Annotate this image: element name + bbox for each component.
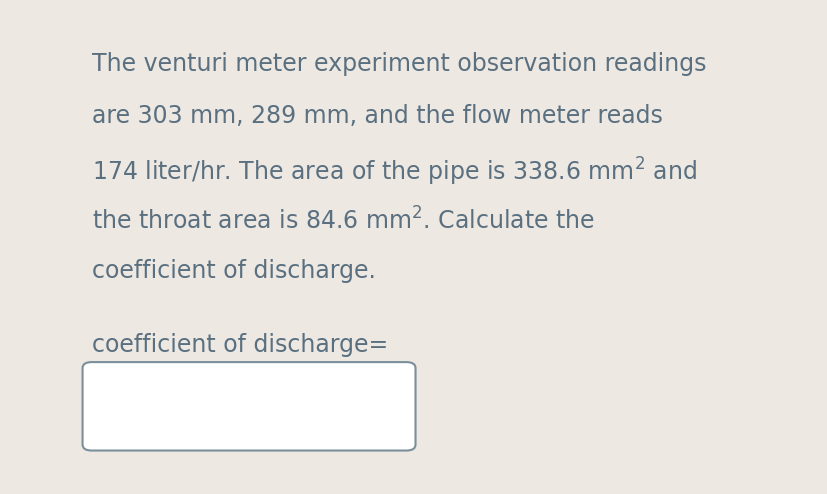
Text: coefficient of discharge=: coefficient of discharge= <box>92 333 387 358</box>
Text: the throat area is 84.6 mm$^{2}$. Calculate the: the throat area is 84.6 mm$^{2}$. Calcul… <box>92 207 594 235</box>
Text: coefficient of discharge.: coefficient of discharge. <box>92 259 375 284</box>
FancyBboxPatch shape <box>83 362 415 451</box>
Text: The venturi meter experiment observation readings: The venturi meter experiment observation… <box>92 52 705 76</box>
Text: 174 liter/hr. The area of the pipe is 338.6 mm$^{2}$ and: 174 liter/hr. The area of the pipe is 33… <box>92 156 696 188</box>
Text: are 303 mm, 289 mm, and the flow meter reads: are 303 mm, 289 mm, and the flow meter r… <box>92 104 662 128</box>
